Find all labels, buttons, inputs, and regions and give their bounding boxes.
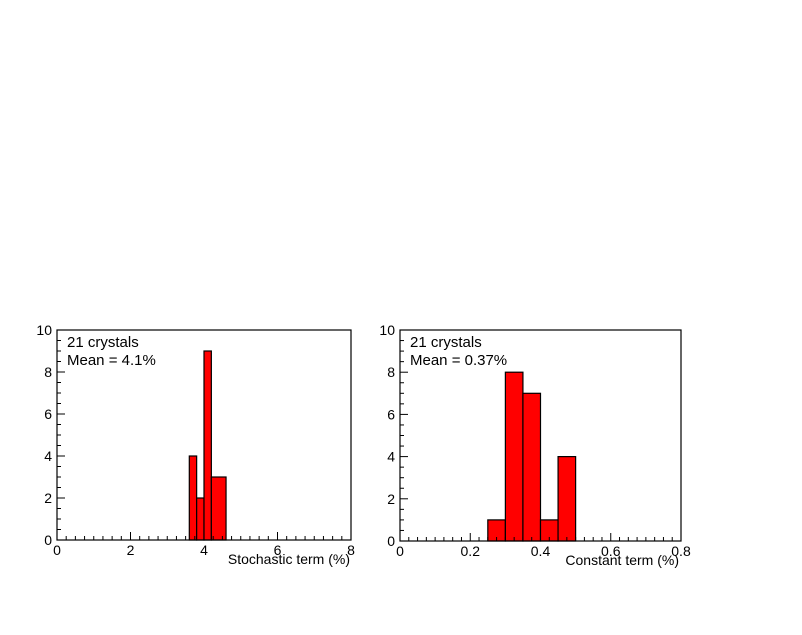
x-tick-label: 0 bbox=[396, 543, 404, 559]
annotation-text: Mean = 0.37% bbox=[410, 352, 507, 369]
x-tick-label: 2 bbox=[127, 542, 135, 558]
y-tick-label: 10 bbox=[36, 322, 52, 338]
x-axis-title: Stochastic term (%) bbox=[228, 551, 350, 567]
x-tick-label: 0 bbox=[53, 542, 61, 558]
y-tick-label: 8 bbox=[44, 364, 52, 380]
x-tick-label: 0.6 bbox=[601, 543, 621, 559]
y-tick-label: 6 bbox=[44, 406, 52, 422]
histogram-bar bbox=[196, 497, 205, 541]
y-tick-label: 2 bbox=[387, 491, 395, 507]
histogram-bar bbox=[203, 350, 212, 541]
histogram-bar bbox=[210, 476, 227, 541]
y-tick-label: 2 bbox=[44, 490, 52, 506]
histogram-bar bbox=[557, 456, 577, 542]
x-tick-label: 4 bbox=[200, 542, 208, 558]
annotation-text: Mean = 4.1% bbox=[67, 352, 156, 369]
histogram-constant-term: 0 0.2 0.4 0.6 0.8 0 2 4 6 8 10 Constant term (%) 21 … bbox=[379, 322, 691, 568]
y-tick-label: 4 bbox=[44, 448, 52, 464]
histogram-bar bbox=[188, 455, 198, 541]
x-tick-label: 0.8 bbox=[671, 543, 691, 559]
x-tick-label: 8 bbox=[347, 542, 355, 558]
y-tick-label: 10 bbox=[379, 322, 395, 338]
histogram-stochastic-term: 0 2 4 6 8 0 2 4 6 8 10 Stochastic term (%) 21 crysta… bbox=[36, 322, 355, 567]
histogram-bar bbox=[522, 392, 542, 542]
x-tick-label: 0.2 bbox=[461, 543, 481, 559]
y-tick-label: 4 bbox=[387, 449, 395, 465]
x-tick-label: 0.4 bbox=[531, 543, 551, 559]
histogram-bar bbox=[504, 371, 524, 542]
x-tick-label: 6 bbox=[274, 542, 282, 558]
annotation-text: 21 crystals bbox=[410, 334, 482, 351]
y-tick-label: 0 bbox=[44, 532, 52, 548]
y-tick-label: 0 bbox=[387, 533, 395, 549]
annotation-text: 21 crystals bbox=[67, 334, 139, 351]
x-axis-title: Constant term (%) bbox=[565, 552, 679, 568]
y-tick-label: 6 bbox=[387, 406, 395, 422]
y-tick-label: 8 bbox=[387, 364, 395, 380]
